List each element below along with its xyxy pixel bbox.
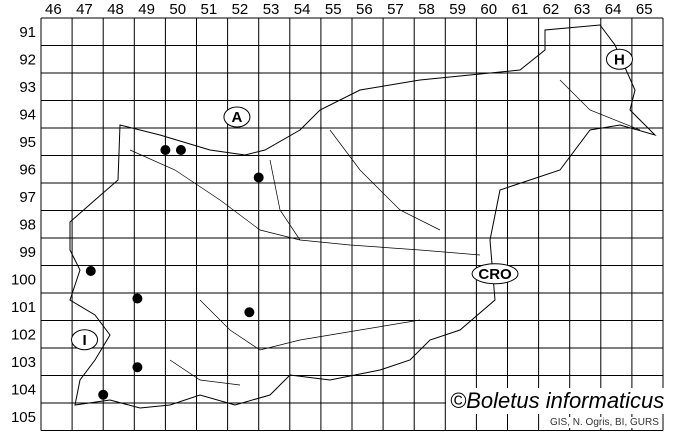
column-label: 58 [418, 1, 435, 18]
column-label: 62 [543, 1, 560, 18]
column-label: 61 [512, 1, 529, 18]
country-label: I [82, 332, 86, 349]
country-label-ellipse [471, 263, 519, 285]
column-label: 55 [325, 1, 342, 18]
source-credit: GIS, N. Ogris, BI, GURS [548, 417, 661, 428]
record-point [253, 172, 264, 183]
row-label: 103 [11, 354, 36, 371]
country-label: A [232, 109, 243, 126]
country-outline [69, 24, 657, 409]
column-label: 59 [449, 1, 466, 18]
column-label: 52 [232, 1, 249, 18]
country-label-ellipse [223, 106, 251, 128]
row-label: 100 [11, 272, 36, 289]
record-point [175, 145, 186, 155]
column-label: 47 [76, 1, 93, 18]
record-point [85, 266, 96, 276]
row-label: 105 [11, 409, 36, 426]
row-label: 92 [19, 52, 36, 69]
row-label: 91 [19, 24, 36, 41]
country-label-ellipse [605, 48, 633, 70]
row-label: 96 [19, 162, 36, 179]
record-point [244, 307, 255, 318]
country-label: H [614, 51, 625, 68]
country-label: CRO [478, 266, 512, 283]
column-label: 54 [294, 1, 311, 18]
column-label: 57 [387, 1, 404, 18]
copyright-text: ©Boletus informaticus [446, 388, 669, 414]
column-label: 50 [169, 1, 186, 18]
country-label-ellipse [71, 329, 99, 351]
column-label: 46 [45, 1, 62, 18]
row-label: 95 [19, 134, 36, 151]
record-point [132, 362, 143, 373]
row-label: 102 [11, 327, 36, 344]
row-label: 94 [19, 107, 36, 124]
record-point [132, 293, 143, 304]
column-label: 51 [201, 1, 218, 18]
column-label: 64 [605, 1, 622, 18]
row-label: 97 [19, 189, 36, 206]
column-label: 49 [138, 1, 155, 18]
row-label: 104 [11, 382, 36, 399]
column-label: 56 [356, 1, 373, 18]
column-label: 60 [480, 1, 497, 18]
rivers [129, 79, 641, 386]
row-label: 101 [11, 299, 36, 316]
record-point [160, 145, 171, 155]
row-label: 93 [19, 79, 36, 96]
column-label: 48 [107, 1, 124, 18]
row-label: 98 [19, 217, 36, 234]
column-label: 65 [636, 1, 653, 18]
row-label: 99 [19, 244, 36, 261]
record-point [98, 389, 109, 400]
column-label: 53 [263, 1, 280, 18]
grid: 46 47 48 49 50 51 52 53 54 55 56 57 58 59 60 61 62 63 64 65… [11, 1, 664, 431]
column-label: 63 [574, 1, 591, 18]
